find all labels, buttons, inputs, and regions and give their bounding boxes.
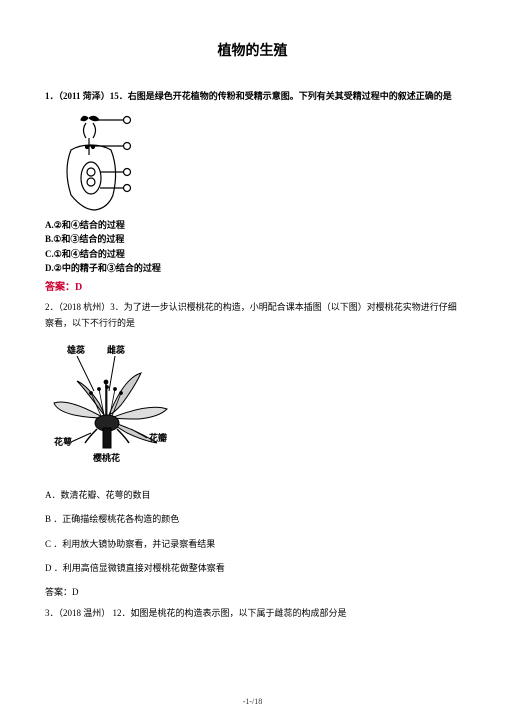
- q2-option-a: A．数清花瓣、花萼的数目: [45, 488, 460, 502]
- q2-option-b: B ．正确描绘樱桃花各构造的颜色: [45, 512, 460, 526]
- label-bottom: 樱桃花: [92, 452, 120, 463]
- q1-diagram: [53, 110, 153, 215]
- page-footer: -1-/18: [0, 697, 505, 706]
- label-left: 花萼: [54, 436, 72, 447]
- q2-header: 2．（2018 杭州）3．为了进一步认识樱桃花的构造，小明配合课本插图（以下图）…: [45, 299, 460, 331]
- page-title: 植物的生殖: [45, 40, 460, 60]
- q3-header: 3．（2018 温州） 12．如图是桃花的构造表示图，以下属于雌蕊的构成部分是: [45, 606, 460, 620]
- label-top-right: 雌蕊: [107, 344, 125, 355]
- q1-option-d: D.②中的精子和③结合的过程: [45, 262, 460, 276]
- q2-answer: 答案：D: [45, 585, 460, 598]
- q1-option-b: B.①和③结合的过程: [45, 233, 460, 247]
- q1-answer: 答案：D: [45, 278, 460, 293]
- q1-option-c: C.①和④结合的过程: [45, 248, 460, 262]
- q2-option-d: D ．利用高倍显微镜直接对樱桃花做整体察看: [45, 561, 460, 575]
- q2-option-c: C ．利用放大镜协助察看，并记录察看结果: [45, 537, 460, 551]
- label-top-left: 雄蕊: [66, 344, 85, 355]
- q1-header: 1．（2011 菏泽）15．右图是绿色开花植物的传粉和受精示意图。下列有关其受精…: [45, 90, 460, 104]
- label-right: 花瓣: [149, 432, 167, 443]
- q2-diagram: 雄蕊 雌蕊 花萼 花瓣 樱桃: [49, 343, 460, 478]
- q1-option-a: A.②和④结合的过程: [45, 219, 460, 233]
